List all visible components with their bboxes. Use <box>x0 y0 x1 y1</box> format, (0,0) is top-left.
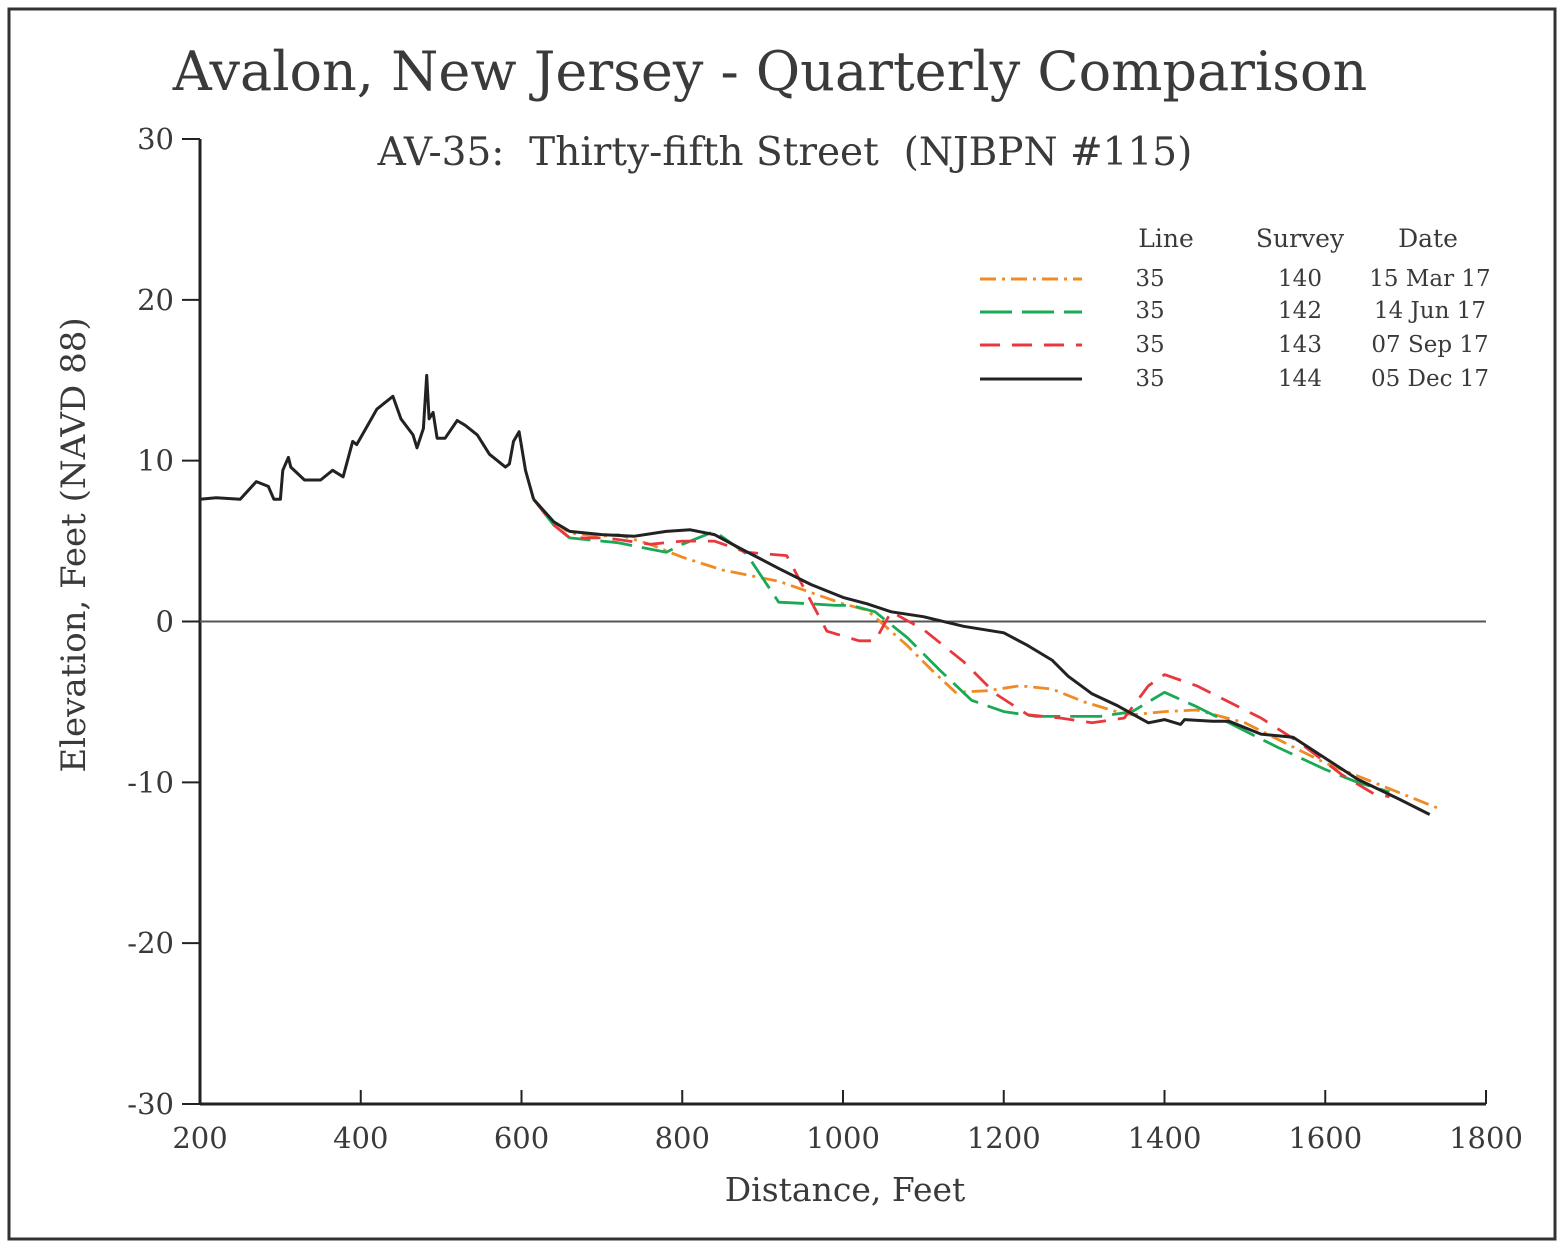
y-tick-label: 30 <box>137 122 174 156</box>
x-tick-label: 800 <box>655 1121 710 1155</box>
legend-survey-140: 140 <box>1278 266 1322 292</box>
dune-profile-line <box>199 373 536 501</box>
legend-header-date: Date <box>1398 224 1458 253</box>
legend-line-144: 35 <box>1135 366 1164 392</box>
legend-date-143: 07 Sep 17 <box>1371 332 1488 358</box>
x-tick-label: 1800 <box>1449 1121 1523 1155</box>
x-tick-label: 1400 <box>1128 1121 1202 1155</box>
series-layer <box>199 373 1439 816</box>
series-line-144 <box>532 498 1431 816</box>
chart-border <box>7 7 1557 1241</box>
legend-entry-140: 35 140 15 Mar 17 <box>980 266 1491 292</box>
series-line-140 <box>532 498 1439 810</box>
legend-survey-142: 142 <box>1278 298 1322 324</box>
series-line-142 <box>532 498 1390 794</box>
legend-line-142: 35 <box>1135 298 1164 324</box>
legend-entry-144: 35 144 05 Dec 17 <box>980 366 1489 392</box>
legend-date-140: 15 Mar 17 <box>1369 266 1490 292</box>
legend: Line Survey Date 35 140 15 Mar 17 35 142… <box>980 224 1491 392</box>
series-line-143 <box>532 498 1390 799</box>
chart-title: Avalon, New Jersey - Quarterly Compariso… <box>172 40 1368 103</box>
legend-header-line: Line <box>1138 224 1194 253</box>
legend-date-144: 05 Dec 17 <box>1371 366 1489 392</box>
chart-subtitle: AV-35: Thirty-fifth Street (NJBPN #115) <box>377 130 1193 175</box>
legend-entry-142: 35 142 14 Jun 17 <box>980 298 1486 324</box>
legend-survey-144: 144 <box>1278 366 1322 392</box>
y-tick-label: -30 <box>127 1087 174 1121</box>
y-tick-label: 10 <box>137 444 174 478</box>
x-tick-label: 1600 <box>1288 1121 1362 1155</box>
legend-date-142: 14 Jun 17 <box>1374 298 1486 324</box>
y-axis-label: Elevation, Feet (NAVD 88) <box>54 317 94 772</box>
x-tick-label: 200 <box>172 1121 227 1155</box>
y-tick-label: -10 <box>127 765 174 799</box>
x-tick-label: 1000 <box>806 1121 880 1155</box>
x-tick-label: 400 <box>333 1121 388 1155</box>
legend-header-survey: Survey <box>1256 224 1345 253</box>
legend-line-143: 35 <box>1135 332 1164 358</box>
legend-line-140: 35 <box>1135 266 1164 292</box>
x-tick-label: 1200 <box>967 1121 1041 1155</box>
legend-survey-143: 143 <box>1278 332 1322 358</box>
legend-entry-143: 35 143 07 Sep 17 <box>980 332 1489 358</box>
x-tick-label: 600 <box>494 1121 549 1155</box>
x-axis-label: Distance, Feet <box>725 1170 966 1209</box>
y-tick-label: 20 <box>137 283 174 317</box>
y-tick-label: -20 <box>127 926 174 960</box>
y-tick-label: 0 <box>156 605 174 639</box>
